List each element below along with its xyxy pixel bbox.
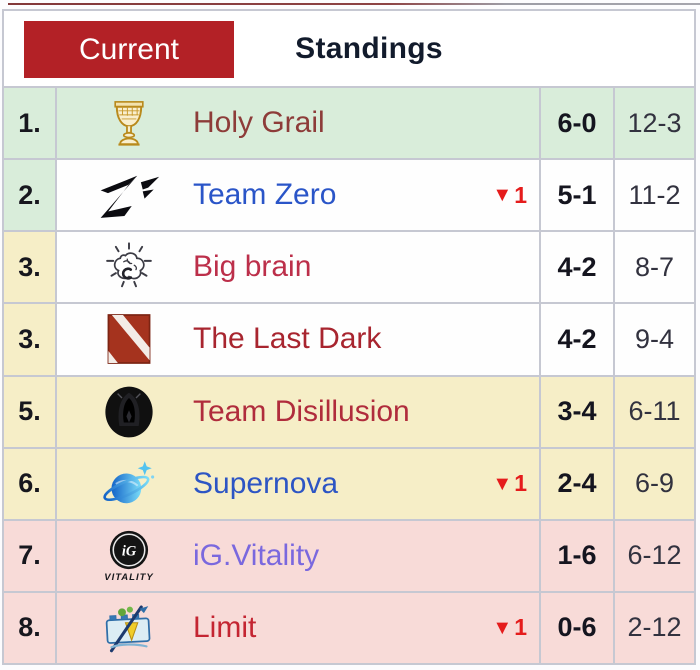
game-record-cell: 6-11 [615, 376, 694, 447]
game-record-cell: 6-12 [615, 520, 694, 591]
down-triangle-icon: ▼ [492, 616, 513, 639]
down-triangle-icon: ▼ [492, 472, 513, 495]
standings-row: 3. The Last Dark ▼ 4-2 9-4 [4, 302, 694, 375]
match-record-cell: 5-1 [541, 160, 615, 231]
team-name-link[interactable]: Holy Grail [193, 106, 325, 140]
game-record-cell: 12-3 [615, 88, 694, 159]
match-record-cell: 1-6 [541, 520, 615, 591]
top-divider [8, 3, 700, 5]
rank-cell: 3. [4, 304, 57, 375]
rank-cell: 7. [4, 520, 57, 591]
standings-row: 5. Team Disillusion ▼ 3-4 6-11 [4, 374, 694, 447]
standings-row: 8. Limit ▼ 1 [4, 590, 694, 663]
team-name-link[interactable]: Limit [193, 610, 257, 644]
standings-row: 3. Big brain ▼ 4-2 8-7 [4, 230, 694, 303]
team-cell: iG VITALITY iG.Vitality ▼ [57, 520, 541, 591]
svg-text:iG: iG [122, 544, 137, 560]
team-cell: Team Zero ▼ 1 [57, 160, 541, 231]
team-name-link[interactable]: Supernova [193, 466, 339, 500]
team-name-link[interactable]: The Last Dark [193, 322, 382, 356]
rank-cell: 6. [4, 448, 57, 519]
game-record-cell: 6-9 [615, 448, 694, 519]
match-record-cell: 2-4 [541, 448, 615, 519]
match-record-cell: 4-2 [541, 232, 615, 303]
tab-current[interactable]: Current [24, 21, 234, 78]
match-record-cell: 6-0 [541, 88, 615, 159]
standings-row: 1. Holy Grail ▼ 6-0 12-3 [4, 88, 694, 159]
trophy-icon [95, 97, 163, 149]
game-record-cell: 2-12 [615, 592, 694, 663]
team-cell: Limit ▼ 1 [57, 592, 541, 663]
game-record-cell: 9-4 [615, 304, 694, 375]
game-record-cell: 8-7 [615, 232, 694, 303]
rank-cell: 1. [4, 88, 57, 159]
standings-row: 2. Team Zero ▼ 1 5-1 11-2 [4, 158, 694, 231]
rank-cell: 5. [4, 376, 57, 447]
team-cell: Supernova ▼ 1 [57, 448, 541, 519]
dota-logo [95, 311, 163, 367]
ig-vitality-logo: iG VITALITY [95, 529, 163, 583]
match-record-cell: 3-4 [541, 376, 615, 447]
team-cell: Big brain ▼ [57, 232, 541, 303]
rank-cell: 2. [4, 160, 57, 231]
game-record-cell: 11-2 [615, 160, 694, 231]
table-header: Current Standings [4, 11, 694, 88]
team-cell: The Last Dark ▼ [57, 304, 541, 375]
standings-table: Current Standings 1. Holy Grail ▼ [2, 9, 696, 665]
limit-logo [95, 600, 163, 656]
hooded-figure-logo [95, 384, 163, 440]
team-name-link[interactable]: Team Zero [193, 178, 337, 212]
match-record-cell: 4-2 [541, 304, 615, 375]
table-title: Standings [295, 31, 443, 65]
vitality-caption: VITALITY [104, 571, 154, 583]
brain-icon [95, 239, 163, 295]
match-record-cell: 0-6 [541, 592, 615, 663]
down-triangle-icon: ▼ [492, 184, 513, 207]
team-name-link[interactable]: iG.Vitality [193, 538, 320, 572]
drop-count: 1 [514, 614, 527, 641]
drop-count: 1 [514, 181, 527, 208]
rank-cell: 3. [4, 232, 57, 303]
team-name-link[interactable]: Team Disillusion [193, 394, 410, 428]
planet-logo [95, 456, 163, 512]
standings-row: 7. iG VITALITY iG.Vitality ▼ 1-6 6-12 [4, 518, 694, 591]
rank-drop-indicator: ▼ 1 [492, 182, 527, 209]
team-zero-logo [95, 171, 163, 219]
team-cell: Holy Grail ▼ [57, 88, 541, 159]
team-name-link[interactable]: Big brain [193, 250, 312, 284]
drop-count: 1 [514, 470, 527, 497]
standings-row: 6. Supernova [4, 446, 694, 519]
rank-drop-indicator: ▼ 1 [492, 470, 527, 497]
rank-drop-indicator: ▼ 1 [492, 614, 527, 641]
rank-cell: 8. [4, 592, 57, 663]
team-cell: Team Disillusion ▼ [57, 376, 541, 447]
